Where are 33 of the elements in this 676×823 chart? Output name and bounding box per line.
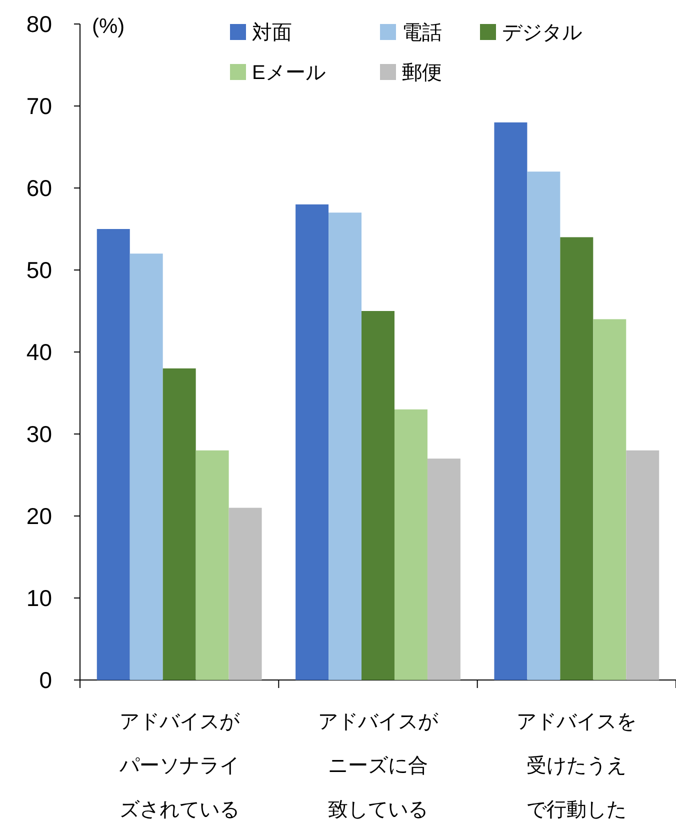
bar	[196, 450, 229, 680]
bar	[626, 450, 660, 680]
x-tick-label: アドバイスがニーズに合致している	[317, 710, 440, 823]
y-tick-label: 0	[39, 667, 52, 693]
y-tick-label: 70	[26, 93, 52, 119]
bar	[494, 122, 528, 680]
bar	[427, 458, 460, 680]
y-tick-label: 10	[26, 585, 52, 611]
bar	[328, 212, 362, 680]
y-tick-label: 20	[26, 503, 52, 529]
legend-label: Eメール	[252, 62, 326, 84]
y-tick-label: 60	[26, 175, 52, 201]
bar	[527, 172, 560, 680]
bar	[96, 229, 130, 680]
legend-label: 郵便	[402, 62, 442, 84]
x-tick-label: アドバイスを受けたうえで行動した	[516, 710, 638, 823]
bar	[130, 254, 163, 680]
bar	[394, 409, 428, 680]
y-tick-label: 40	[26, 339, 52, 365]
x-tick-label: アドバイスがパーソナライズされている	[118, 710, 241, 823]
bar	[296, 204, 329, 680]
y-tick-label: 80	[26, 11, 52, 37]
legend-label: デジタル	[502, 22, 582, 44]
legend-label: 電話	[402, 22, 442, 44]
bar	[593, 319, 626, 680]
legend-label: 対面	[252, 22, 292, 44]
y-axis-title: (%)	[92, 15, 125, 38]
bar	[228, 508, 262, 680]
bar	[162, 368, 196, 680]
bar	[362, 311, 394, 680]
y-tick-label: 50	[26, 257, 52, 283]
y-tick-label: 30	[26, 421, 52, 447]
bar	[560, 237, 594, 680]
